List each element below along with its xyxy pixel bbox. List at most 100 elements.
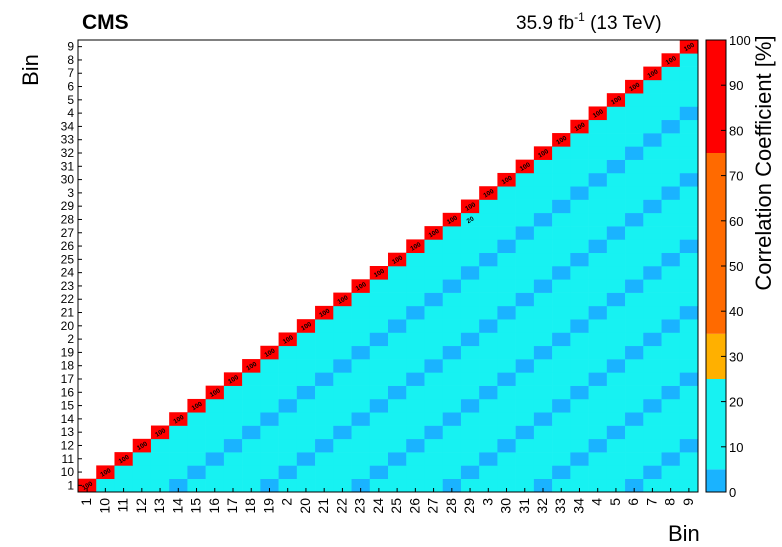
heatmap-cell: [606, 385, 626, 400]
x-axis-tick-labels: 1 10 11 12 13 14 15 16 17 18 19 2 20 21 22 23 24 25 26 27 28…: [78, 488, 696, 514]
heatmap-cell: [460, 292, 480, 307]
heatmap-cell: [497, 292, 516, 307]
heatmap-cell: [515, 372, 535, 386]
heatmap-cell: [643, 372, 662, 386]
heatmap-cell: [643, 212, 662, 227]
heatmap-cell: [406, 372, 425, 386]
heatmap-cell: [223, 398, 243, 413]
heatmap-cell: [625, 186, 644, 200]
heatmap-cell: [187, 465, 206, 480]
heatmap-cell: [533, 226, 553, 240]
heatmap-cell: [388, 359, 407, 373]
y-tick-label: 7: [67, 66, 74, 80]
heatmap-cell: [679, 159, 699, 174]
heatmap-cell: [643, 345, 662, 360]
heatmap-cell: [625, 226, 644, 240]
cell-value-label: 20: [466, 215, 476, 225]
heatmap-cell: [497, 372, 516, 386]
heatmap-cell: [588, 359, 608, 373]
cell-value-label: 100: [428, 228, 441, 240]
heatmap-cell: [661, 172, 681, 187]
heatmap-cell: [643, 279, 662, 293]
heatmap-cell: [260, 452, 279, 466]
heatmap-cell: [424, 239, 444, 254]
heatmap-cell: [679, 412, 699, 426]
cell-value-label: 100: [391, 254, 404, 266]
heatmap-cell: [369, 359, 389, 373]
heatmap-cell: [625, 119, 644, 134]
heatmap-cell: [497, 305, 516, 320]
heatmap-cell: [205, 452, 225, 466]
heatmap-cell: [679, 212, 699, 227]
heatmap-cell: [406, 292, 425, 307]
heatmap-cell: [515, 359, 535, 373]
cell-value-label: 100: [537, 148, 550, 160]
heatmap-cell: [533, 438, 553, 453]
heatmap-cell: [515, 186, 535, 200]
heatmap-cell: [333, 452, 352, 466]
cell-value-label: 100: [446, 214, 459, 226]
y-tick-label: 34: [61, 119, 75, 133]
heatmap-cell: [625, 279, 644, 293]
heatmap-cell: [533, 359, 553, 373]
heatmap-cell: [643, 93, 662, 107]
x-tick-label: 27: [425, 498, 441, 514]
heatmap-cell: [479, 478, 498, 493]
heatmap-cell: [606, 305, 626, 320]
heatmap-cell: [515, 478, 535, 493]
heatmap-cell: [625, 93, 644, 107]
heatmap-cell: [479, 359, 498, 373]
cell-value-label: 100: [282, 334, 295, 346]
heatmap-cell: [588, 425, 608, 440]
y-tick-label: 23: [61, 279, 75, 293]
heatmap-cell: [606, 359, 626, 373]
heatmap-cell: [552, 398, 571, 413]
heatmap-cell: [369, 398, 389, 413]
cell-value-label: 100: [683, 42, 696, 54]
heatmap-cell: [661, 319, 681, 333]
heatmap-cell: [388, 412, 407, 426]
heatmap-cell: [260, 438, 279, 453]
heatmap-cell: [625, 478, 644, 493]
heatmap-cell: [625, 385, 644, 400]
heatmap-cell: [588, 252, 608, 267]
heatmap-cell: [150, 438, 170, 453]
y-tick-label: 16: [61, 385, 75, 399]
heatmap-cell: [606, 279, 626, 293]
heatmap-cell: [661, 292, 681, 307]
y-tick-label: 24: [61, 266, 75, 280]
heatmap-cell: [442, 385, 462, 400]
heatmap-cell: [497, 239, 516, 254]
heatmap-cell: [369, 452, 389, 466]
colorbar-tick-label: 0: [729, 485, 736, 500]
heatmap-cell: [533, 372, 553, 386]
heatmap-cell: [552, 212, 571, 227]
heatmap-cell: [625, 412, 644, 426]
colorbar-tick-label: 70: [729, 169, 743, 184]
lumi-exponent: -1: [574, 10, 585, 24]
y-tick-label: 12: [61, 438, 75, 452]
heatmap-cell: [497, 252, 516, 267]
cell-value-label: 100: [628, 81, 641, 93]
heatmap-cell: [588, 199, 608, 214]
heatmap-cell: [315, 359, 334, 373]
heatmap-cell: [606, 345, 626, 360]
heatmap-cell: [533, 412, 553, 426]
heatmap-cell: [606, 412, 626, 426]
heatmap-cell: [497, 226, 516, 240]
x-tick-label: 9: [680, 498, 696, 506]
heatmap-cell: [369, 345, 389, 360]
heatmap-cell: [296, 385, 316, 400]
heatmap-cell: [643, 159, 662, 174]
heatmap-cell: [515, 425, 535, 440]
heatmap-cell: [242, 372, 261, 386]
heatmap-cell: [369, 438, 389, 453]
heatmap-cell: [515, 452, 535, 466]
heatmap-cell: [479, 266, 498, 280]
heatmap-cell: [351, 305, 371, 320]
x-tick-label: 15: [188, 498, 204, 514]
svg-text:35.9 fb-1 (13 TeV): 35.9 fb-1 (13 TeV): [516, 10, 662, 34]
y-tick-label: 31: [61, 159, 75, 173]
heatmap-cell: [588, 305, 608, 320]
colorbar-tick-label: 80: [729, 123, 743, 138]
